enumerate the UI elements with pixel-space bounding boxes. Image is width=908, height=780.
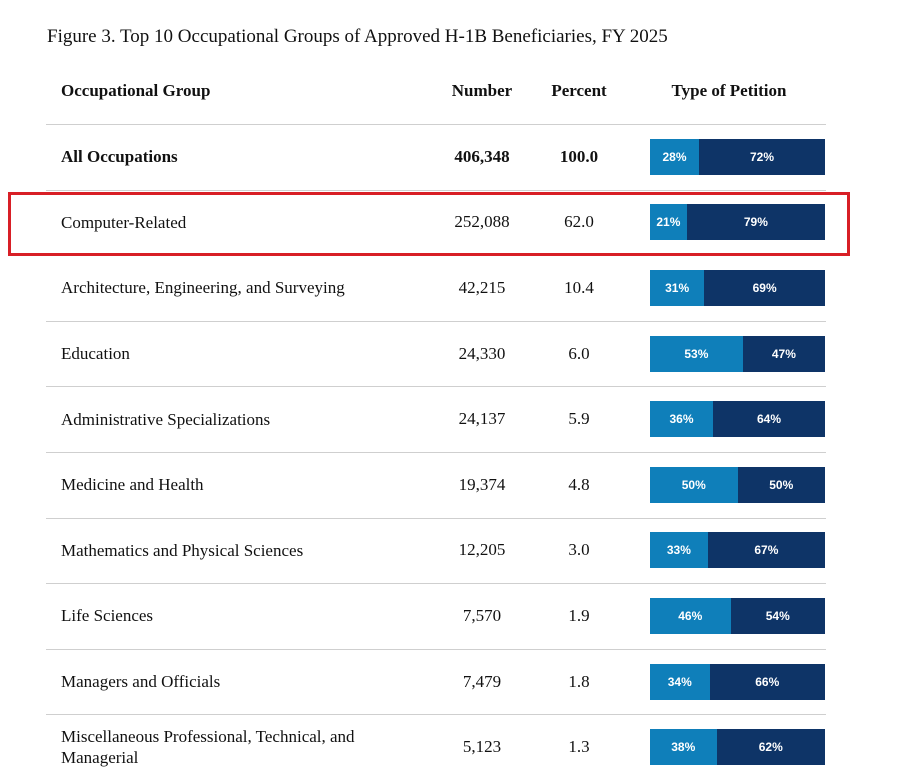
petition-bar-segment-second: 54% — [730, 597, 825, 634]
table-row: Education 24,330 6.0 53% 47% — [0, 321, 908, 387]
occupation-percent: 100.0 — [559, 146, 599, 166]
petition-bar-segment-first: 53% — [650, 335, 743, 372]
occupation-name: Education — [61, 344, 130, 364]
occupation-number: 24,137 — [458, 409, 506, 429]
petition-bar-segment-second: 47% — [742, 335, 825, 372]
petition-bar-segment-second: 62% — [716, 729, 825, 766]
table-divider — [46, 714, 826, 716]
petition-bar-segment-first: 21% — [650, 204, 687, 241]
petition-bar-segment-second: 69% — [704, 269, 825, 306]
table-row: Administrative Specializations 24,137 5.9 3… — [0, 386, 908, 452]
petition-bar-segment-second: 50% — [737, 466, 825, 503]
table-divider — [46, 648, 826, 650]
petition-bar-segment-first: 38% — [650, 729, 717, 766]
petition-bar-segment-second: 79% — [686, 204, 825, 241]
petition-bar-segment-second: 64% — [713, 401, 825, 438]
occupation-number: 12,205 — [458, 540, 506, 560]
occupation-number: 7,479 — [462, 671, 502, 691]
occupation-percent: 10.4 — [564, 277, 594, 297]
petition-bar-segment-second: 67% — [707, 532, 825, 569]
petition-type-bar: 36% 64% — [650, 401, 825, 438]
occupation-number: 19,374 — [458, 474, 506, 494]
figure-title: Figure 3. Top 10 Occupational Groups of … — [47, 26, 668, 47]
occupation-percent: 6.0 — [568, 343, 590, 363]
table-row: Mathematics and Physical Sciences 12,205 3… — [0, 518, 908, 584]
occupation-number: 252,088 — [454, 212, 510, 232]
occupation-number: 24,330 — [458, 343, 506, 363]
petition-bar-segment-first: 46% — [650, 597, 731, 634]
column-header-number: Number — [451, 81, 513, 100]
petition-bar-segment-first: 28% — [650, 138, 699, 175]
occupation-name: Administrative Specializations — [61, 409, 271, 429]
petition-bar-segment-first: 34% — [650, 663, 710, 700]
occupation-name: Architecture, Engineering, and Surveying — [61, 278, 345, 298]
petition-type-bar: 28% 72% — [650, 138, 825, 175]
table-divider — [46, 583, 826, 585]
table-row: Architecture, Engineering, and Surveying… — [0, 255, 908, 321]
occupation-percent: 62.0 — [564, 212, 594, 232]
occupation-percent: 5.9 — [568, 409, 590, 429]
table-divider — [46, 124, 826, 125]
table-row: Life Sciences 7,570 1.9 46% 54% — [0, 583, 908, 649]
table-row: Managers and Officials 7,479 1.8 34% 66% — [0, 649, 908, 715]
occupation-number: 7,570 — [462, 605, 502, 625]
petition-type-bar: 53% 47% — [650, 335, 825, 372]
table-divider — [46, 386, 826, 388]
table-row-total: All Occupations 406,348 100.0 28% 72% — [0, 124, 908, 190]
table-divider — [46, 517, 826, 519]
occupation-name: Computer-Related — [61, 212, 187, 232]
occupation-name: Miscellaneous Professional, Technical, a… — [61, 727, 355, 768]
petition-type-bar: 38% 62% — [650, 729, 825, 766]
table-divider — [46, 189, 826, 191]
table-row: Computer-Related 252,088 62.0 21% 79% — [0, 190, 908, 256]
table-divider — [46, 452, 826, 453]
occupation-percent: 1.3 — [568, 737, 590, 757]
occupation-name: Medicine and Health — [61, 475, 204, 495]
occupation-name: Life Sciences — [61, 606, 154, 626]
table-row: Miscellaneous Professional, Technical, a… — [0, 714, 908, 780]
petition-bar-segment-first: 36% — [650, 401, 713, 438]
petition-bar-segment-first: 31% — [650, 269, 705, 306]
petition-bar-segment-second: 72% — [699, 138, 825, 175]
occupation-name: Mathematics and Physical Sciences — [61, 540, 304, 560]
occupation-percent: 1.8 — [568, 671, 590, 691]
petition-type-bar: 50% 50% — [650, 466, 825, 503]
petition-type-bar: 46% 54% — [650, 597, 825, 634]
column-header-occupational-group: Occupational Group — [61, 81, 211, 100]
occupation-percent: 4.8 — [568, 474, 590, 494]
occupation-name: All Occupations — [61, 147, 178, 167]
table-row: Medicine and Health 19,374 4.8 50% 50% — [0, 452, 908, 518]
occupation-percent: 3.0 — [568, 540, 590, 560]
table-divider — [46, 320, 826, 322]
petition-bar-segment-first: 33% — [650, 532, 708, 569]
petition-type-bar: 33% 67% — [650, 532, 825, 569]
petition-type-bar: 34% 66% — [650, 663, 825, 700]
petition-type-bar: 21% 79% — [650, 204, 825, 241]
occupation-number: 5,123 — [462, 737, 502, 757]
occupation-percent: 1.9 — [568, 605, 590, 625]
column-header-percent: Percent — [551, 81, 607, 100]
occupation-number: 406,348 — [454, 146, 510, 166]
column-header-type-of-petition: Type of Petition — [671, 81, 787, 100]
occupation-number: 42,215 — [458, 277, 506, 297]
petition-type-bar: 31% 69% — [650, 269, 825, 306]
petition-bar-segment-second: 66% — [709, 663, 825, 700]
petition-bar-segment-first: 50% — [650, 466, 738, 503]
occupation-name: Managers and Officials — [61, 672, 221, 692]
